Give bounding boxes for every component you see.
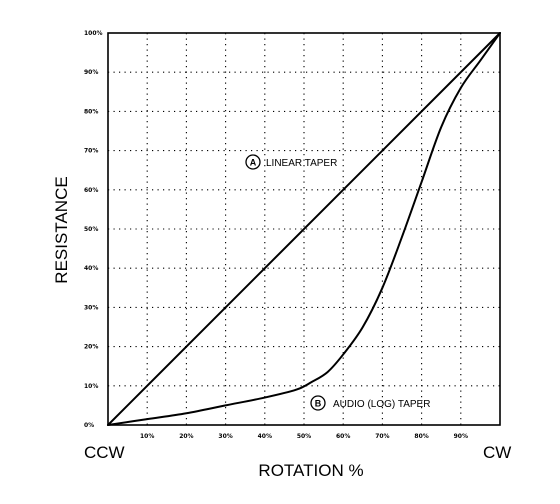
y-tick-label: 20%	[84, 344, 98, 351]
series-a-marker: A	[250, 158, 257, 168]
x-tick-label: 70%	[375, 433, 389, 440]
y-axis-title: RESISTANCE	[52, 176, 71, 283]
x-tick-labels: 10% 20% 30% 40% 50% 60% 70% 80% 90%	[140, 433, 468, 440]
series-group	[107, 32, 501, 426]
x-start-label: CCW	[84, 443, 125, 462]
plot-frame	[107, 32, 501, 426]
x-tick-label: 10%	[140, 433, 154, 440]
x-tick-label: 90%	[454, 433, 468, 440]
y-tick-label: 50%	[84, 226, 98, 233]
series-b-marker-circle	[310, 395, 326, 411]
x-tick-label: 40%	[258, 433, 272, 440]
y-tick-label: 10%	[84, 383, 98, 390]
audio-log-taper-curve	[107, 32, 501, 426]
y-tick-label: 80%	[84, 108, 98, 115]
series-b-annotation: B AUDIO (LOG) TAPER	[310, 395, 430, 411]
series-b-marker: B	[315, 399, 322, 409]
y-tick-labels: 0% 10% 20% 30% 40% 50% 60% 70% 80% 90% 100%	[84, 30, 103, 429]
y-tick-label: 100%	[84, 30, 103, 37]
linear-taper-line	[107, 32, 501, 426]
series-a-annotation: A LINEAR TAPER	[245, 154, 337, 170]
series-a-label: LINEAR TAPER	[266, 158, 337, 169]
y-tick-label: 40%	[84, 265, 98, 272]
series-b-label: AUDIO (LOG) TAPER	[333, 399, 430, 410]
y-tick-label: 90%	[84, 69, 98, 76]
y-tick-label: 60%	[84, 187, 98, 194]
x-tick-label: 60%	[336, 433, 350, 440]
y-tick-label: 0%	[84, 422, 94, 429]
x-tick-label: 20%	[179, 433, 193, 440]
x-tick-label: 30%	[218, 433, 232, 440]
x-tick-label: 80%	[414, 433, 428, 440]
y-tick-label: 70%	[84, 148, 98, 155]
series-a-marker-circle	[245, 154, 261, 170]
x-tick-label: 50%	[297, 433, 311, 440]
x-axis-title: ROTATION %	[258, 461, 363, 480]
y-tick-label: 30%	[84, 304, 98, 311]
x-end-label: CW	[483, 443, 511, 462]
